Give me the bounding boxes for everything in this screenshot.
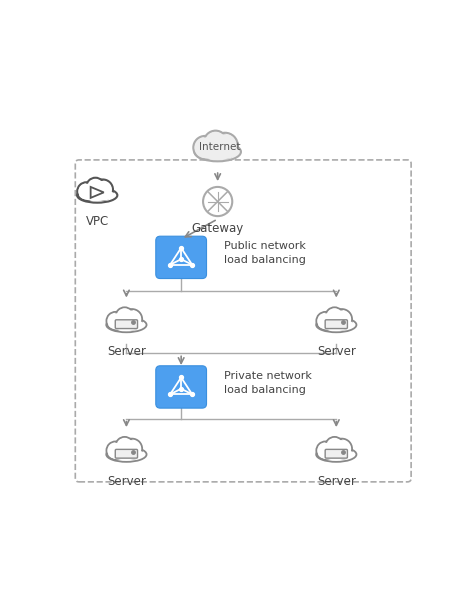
Ellipse shape [196, 144, 239, 160]
Text: Public network
load balancing: Public network load balancing [224, 241, 306, 265]
Circle shape [117, 309, 132, 324]
Text: Private network
load balancing: Private network load balancing [224, 371, 312, 395]
Text: VPC: VPC [86, 215, 109, 227]
Circle shape [115, 307, 134, 326]
Circle shape [205, 132, 226, 152]
Circle shape [94, 181, 112, 199]
Text: Server: Server [107, 475, 146, 488]
Circle shape [317, 312, 334, 330]
Circle shape [115, 437, 134, 455]
Ellipse shape [106, 447, 146, 462]
Circle shape [214, 134, 236, 157]
FancyBboxPatch shape [115, 449, 138, 458]
Circle shape [122, 439, 142, 459]
Ellipse shape [108, 319, 145, 331]
Circle shape [212, 133, 238, 158]
Ellipse shape [79, 190, 115, 201]
Circle shape [193, 136, 217, 159]
Circle shape [88, 179, 103, 194]
Ellipse shape [77, 188, 117, 203]
Circle shape [108, 313, 123, 329]
Circle shape [108, 443, 123, 458]
FancyBboxPatch shape [325, 449, 348, 458]
FancyBboxPatch shape [156, 366, 206, 408]
Text: Gateway: Gateway [192, 221, 244, 235]
Text: Server: Server [317, 345, 356, 358]
Circle shape [327, 309, 342, 324]
Circle shape [325, 437, 344, 455]
Ellipse shape [316, 317, 357, 332]
Ellipse shape [106, 317, 146, 332]
Circle shape [77, 182, 96, 200]
Circle shape [317, 442, 334, 460]
FancyBboxPatch shape [156, 236, 206, 278]
Circle shape [79, 184, 94, 199]
Circle shape [332, 309, 352, 329]
Ellipse shape [318, 449, 354, 460]
Circle shape [106, 442, 125, 460]
Circle shape [86, 178, 105, 196]
Circle shape [333, 310, 351, 328]
Circle shape [318, 313, 333, 329]
Circle shape [123, 310, 141, 328]
FancyBboxPatch shape [325, 320, 348, 329]
Circle shape [318, 443, 333, 458]
Circle shape [333, 440, 351, 458]
Circle shape [204, 131, 227, 154]
Circle shape [106, 312, 125, 330]
Ellipse shape [108, 449, 145, 460]
Text: Internet: Internet [199, 142, 240, 152]
Ellipse shape [316, 447, 357, 462]
Circle shape [195, 137, 215, 158]
Text: Server: Server [107, 345, 146, 358]
Circle shape [325, 307, 344, 326]
Circle shape [203, 187, 232, 216]
FancyBboxPatch shape [115, 320, 138, 329]
Circle shape [93, 179, 113, 200]
Circle shape [327, 438, 342, 454]
Circle shape [332, 439, 352, 459]
Ellipse shape [318, 319, 354, 331]
Ellipse shape [195, 142, 241, 161]
Text: Server: Server [317, 475, 356, 488]
Circle shape [123, 440, 141, 458]
Circle shape [117, 438, 132, 454]
Circle shape [122, 309, 142, 329]
